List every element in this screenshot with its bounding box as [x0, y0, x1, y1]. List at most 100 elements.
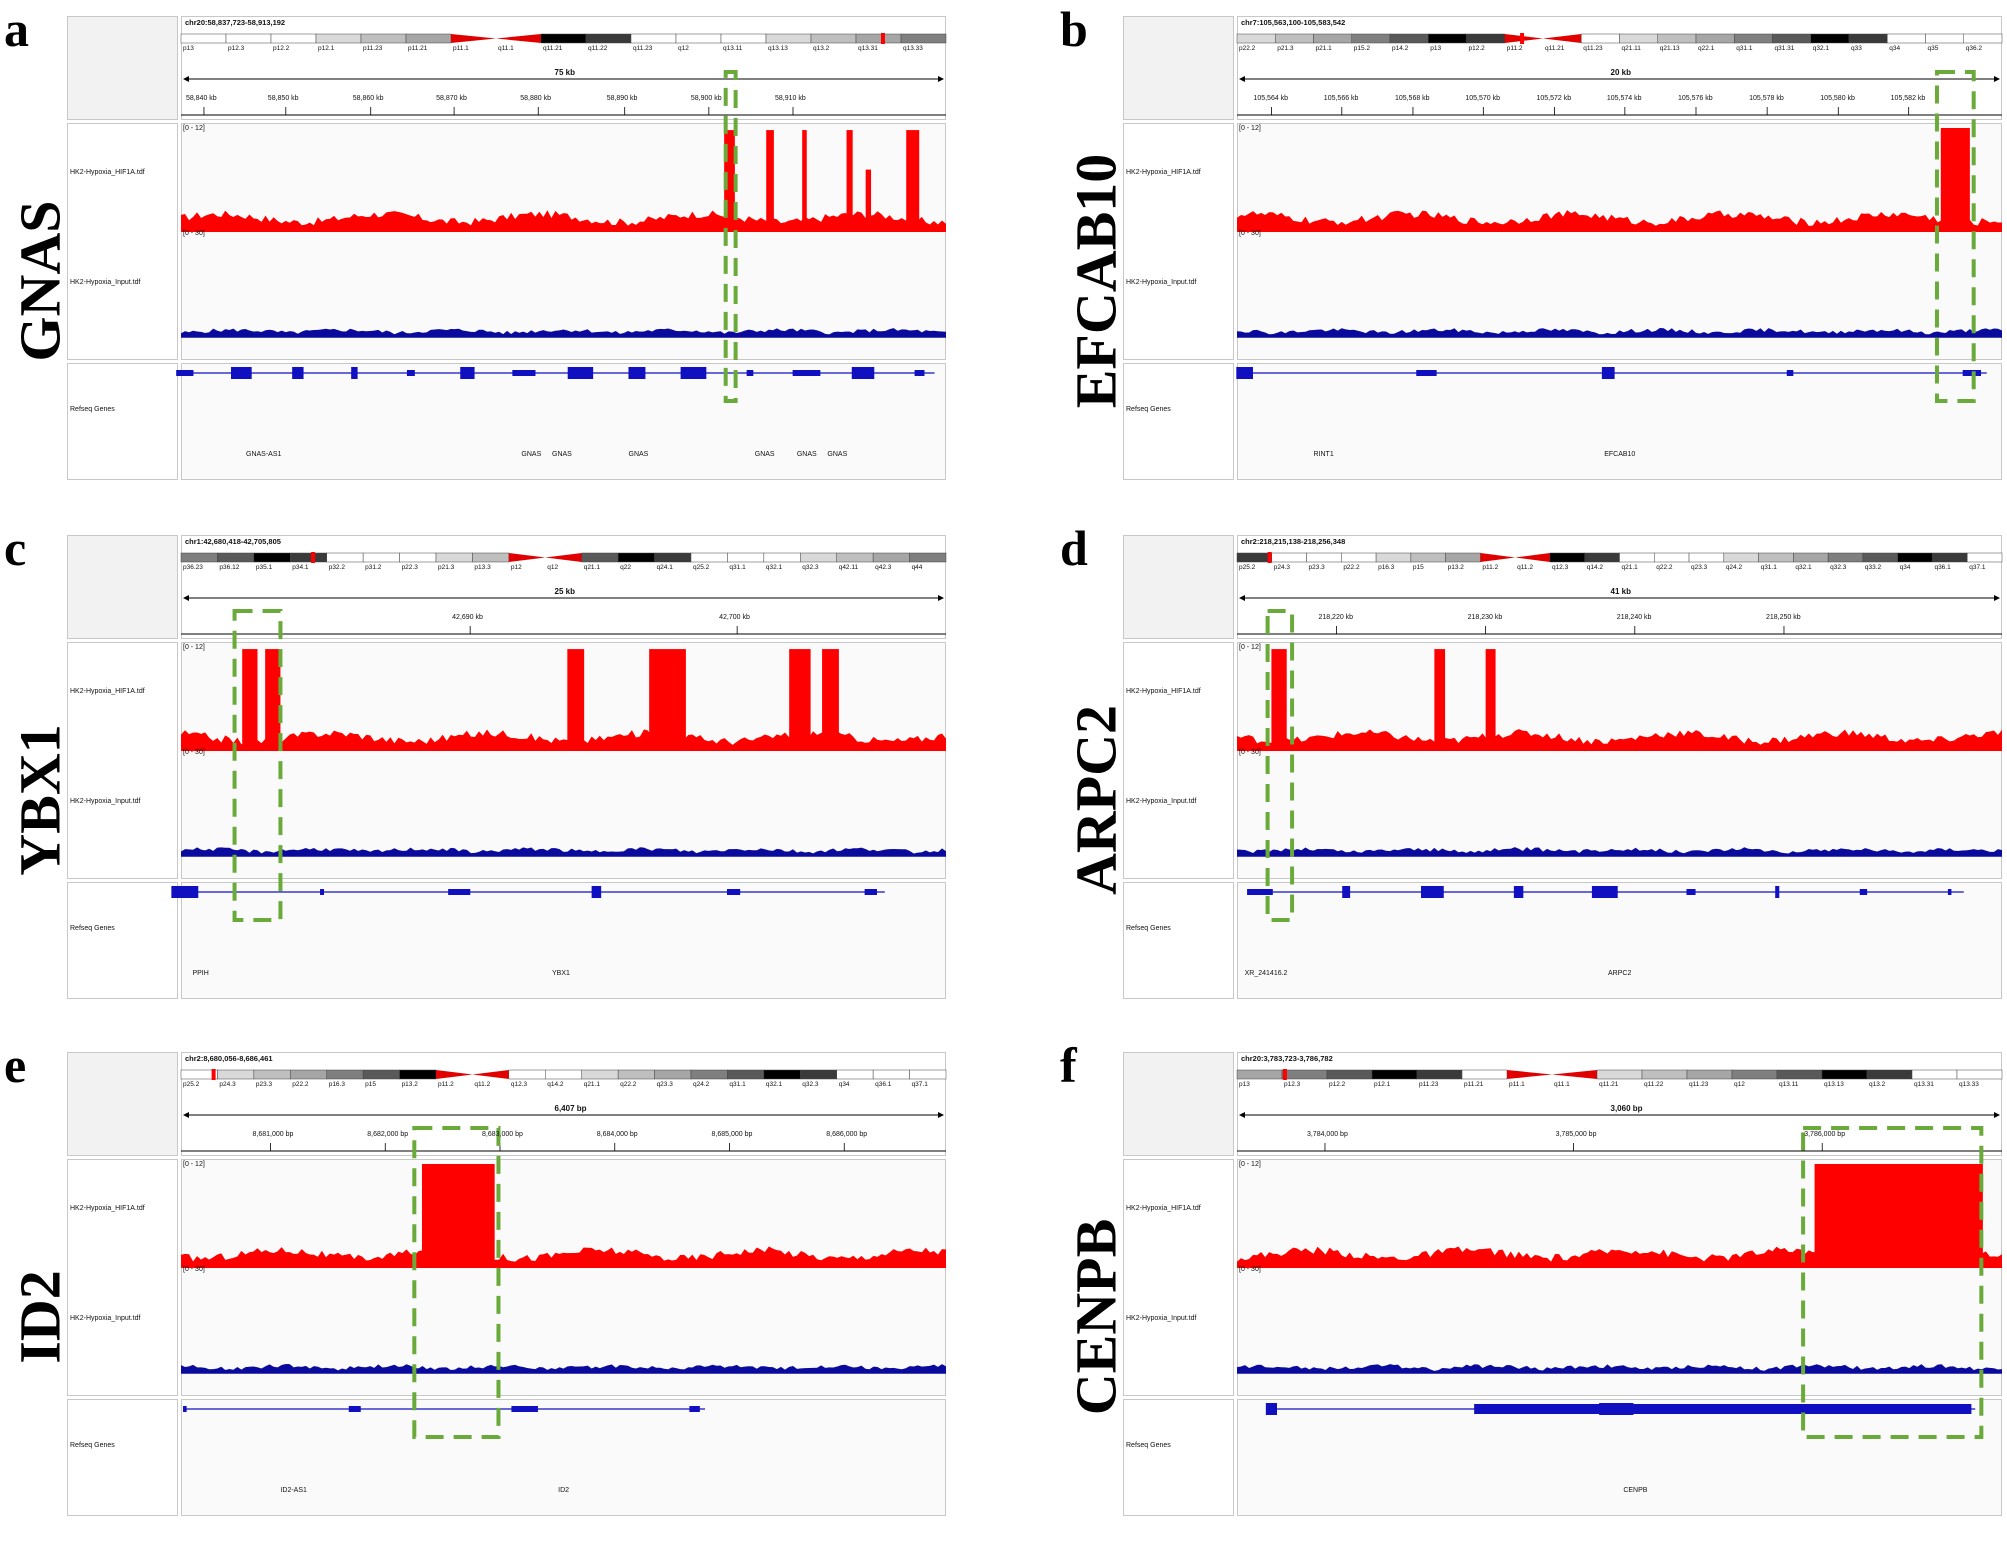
track-name-chip: HK2-Hypoxia_HIF1A.tdf	[1126, 169, 1201, 176]
cytoband	[1281, 1069, 1328, 1080]
panel-letter: b	[1060, 1, 1088, 57]
gene-exon	[1513, 886, 1524, 898]
cytoband-label: q11.21	[1599, 1081, 1619, 1088]
input-signal	[1237, 847, 2002, 856]
cytoband-label: q31.1	[729, 1081, 746, 1088]
cytoband-label: p23.3	[1308, 564, 1325, 571]
ref-left-box	[1123, 1399, 1234, 1516]
range-chip: [0 - 12]	[1239, 1161, 1261, 1168]
cytoband-label: p12.2	[1329, 1081, 1346, 1088]
chip-peak	[1485, 649, 1496, 751]
cytoband	[508, 1069, 546, 1080]
hdr-left-box	[67, 1052, 178, 1156]
locus-text: chr2:8,680,056-8,686,461	[185, 1054, 273, 1063]
centromere-mark	[436, 1070, 473, 1079]
chip-peak	[1271, 649, 1287, 751]
cytoband	[545, 1069, 582, 1080]
centromere-mark	[472, 1070, 509, 1079]
cytoband	[1695, 33, 1735, 44]
ruler-tick-label: 58,860 kb	[352, 95, 384, 102]
cytoband	[1654, 552, 1690, 563]
data-left-box	[1123, 123, 1234, 360]
data-box	[181, 642, 946, 879]
cytoband-label: q32.1	[1795, 564, 1812, 571]
cytoband	[654, 552, 692, 563]
cytoband	[1686, 1069, 1733, 1080]
cytoband	[1963, 33, 2003, 44]
track-name-input: HK2-Hypoxia_Input.tdf	[1126, 1315, 1197, 1322]
ruler-tick-label: 3,784,000 bp	[1306, 1131, 1348, 1138]
chip-peak	[724, 130, 735, 232]
track-name-input: HK2-Hypoxia_Input.tdf	[1126, 279, 1197, 286]
panel-letter: d	[1060, 520, 1088, 576]
cytoband-label: q13.2	[813, 45, 830, 52]
ref-box	[1237, 1399, 2002, 1516]
cytoband	[1731, 1069, 1778, 1080]
ruler-tick-label: 8,681,000 bp	[252, 1131, 294, 1138]
cytoband-label: q13.33	[1959, 1081, 1979, 1088]
cytoband-label: q37.1	[1969, 564, 1986, 571]
cytoband-label: p13	[1239, 1081, 1250, 1088]
cytoband	[1275, 33, 1314, 44]
cytoband	[727, 552, 765, 563]
panel-letter: f	[1060, 1037, 1077, 1093]
input-signal	[181, 847, 946, 856]
cytoband-label: p13.3	[474, 564, 491, 571]
gene-exon	[351, 367, 358, 379]
hdr-left-box	[1123, 1052, 1234, 1156]
chip-signal-baseline	[1237, 1246, 2002, 1268]
cytoband	[720, 33, 767, 44]
centromere-mark	[1480, 553, 1516, 562]
cytoband	[836, 1069, 874, 1080]
span-arrow-right	[938, 595, 944, 601]
gene-model-label: XR_241416.2	[1244, 970, 1288, 977]
cytoband	[1862, 552, 1898, 563]
cytoband	[326, 552, 364, 563]
cytoband-label: q32.3	[802, 564, 819, 571]
cytoband	[1956, 1069, 2003, 1080]
gene-exon	[851, 367, 875, 379]
cytoband-label: q11.23	[1583, 45, 1603, 52]
cytoband-label: p12.2	[1468, 45, 1485, 52]
cytoband-label: q42.3	[875, 564, 892, 571]
ruler-tick-label: 105,578 kb	[1749, 95, 1784, 102]
gene-exon	[1416, 370, 1437, 376]
ruler-tick-label: 218,250 kb	[1765, 614, 1801, 621]
region-marker	[880, 33, 885, 44]
cytoband	[617, 552, 655, 563]
cytoband-label: p21.3	[1277, 45, 1294, 52]
gene-exon	[231, 367, 252, 379]
cytoband	[872, 552, 910, 563]
chip-peak	[822, 649, 839, 751]
data-box	[1237, 123, 2002, 360]
cytoband	[690, 552, 728, 563]
cytoband-label: q31.1	[1760, 564, 1777, 571]
input-signal	[181, 1364, 946, 1373]
cytoband-label: p21.3	[438, 564, 455, 571]
centromere-mark	[451, 34, 496, 43]
cytoband-label: q32.3	[802, 1081, 819, 1088]
region-marker	[311, 552, 316, 563]
cytoband-label: p25.2	[183, 1081, 200, 1088]
highlight-box	[1801, 1126, 1984, 1439]
panel-c: c YBX1 chr1:42,680,418-42,705,805 p36.23 p36…	[0, 520, 1000, 1025]
gene-exon	[183, 1406, 187, 1412]
cytoband-label: p32.2	[328, 564, 345, 571]
span-arrow-left	[183, 1112, 189, 1118]
span-arrow-left	[1239, 76, 1245, 82]
gene-exon	[1686, 889, 1696, 895]
centromere-mark	[496, 34, 541, 43]
cytoband-label: p13	[1430, 45, 1442, 52]
span-arrow-left	[1239, 595, 1245, 601]
cytoband	[217, 1069, 255, 1080]
cytoband	[872, 1069, 910, 1080]
region-marker	[1282, 1069, 1287, 1080]
cytoband-label: q11.21	[543, 45, 563, 52]
cytoband	[1688, 552, 1725, 563]
chip-peak	[789, 649, 811, 751]
chip-peak	[242, 649, 258, 751]
gene-exon	[176, 370, 194, 376]
ruler-tick-label: 105,574 kb	[1606, 95, 1642, 102]
cytoband-label: p13	[183, 45, 194, 52]
cytoband	[1911, 1069, 1958, 1080]
